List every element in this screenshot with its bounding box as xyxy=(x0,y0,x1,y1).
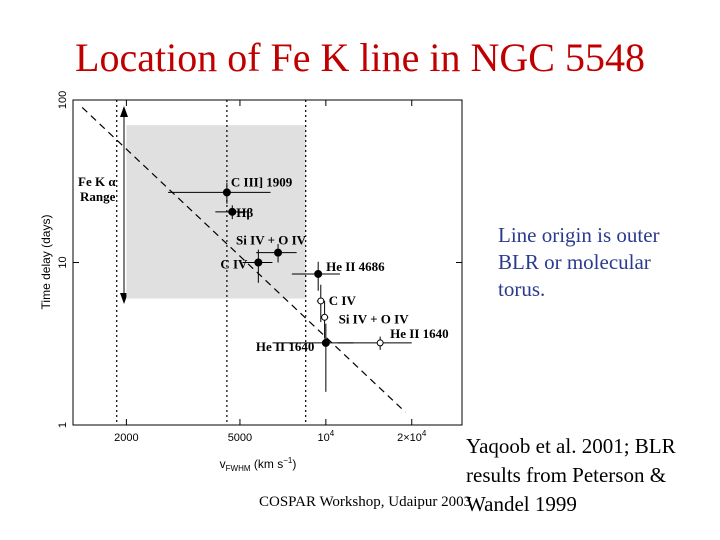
data-point xyxy=(321,338,330,347)
x-tick-label: 2×104 xyxy=(397,429,427,444)
range-arrow-top-head xyxy=(120,106,128,117)
x-tick-label: 5000 xyxy=(228,432,252,444)
data-point xyxy=(254,258,263,267)
point-label: Hβ xyxy=(236,205,253,220)
slide-title: Location of Fe K line in NGC 5548 xyxy=(75,35,645,80)
fek-annotation: Fe K α xyxy=(78,174,116,189)
x-tick-label: 2000 xyxy=(114,432,138,444)
side-note: Line origin is outer BLR or molecular to… xyxy=(498,223,660,301)
y-tick-label: 1 xyxy=(57,422,69,428)
point-label: C IV xyxy=(329,293,357,308)
footer: COSPAR Workshop, Udaipur 2003 xyxy=(259,494,472,510)
point-label: He II 1640 xyxy=(390,326,449,341)
y-axis-label: Time delay (days) xyxy=(39,215,53,310)
x-tick-label: 104 xyxy=(317,429,334,444)
x-axis-label: vFWHM (km s−1) xyxy=(220,456,297,473)
data-point xyxy=(274,248,283,257)
data-point xyxy=(376,339,384,347)
range-arrow-bottom-head xyxy=(120,293,128,304)
data-point xyxy=(321,313,329,321)
data-point xyxy=(222,188,231,197)
source-note: Yaqoob et al. 2001; BLR results from Pet… xyxy=(466,434,676,516)
point-label: Si IV + O IV xyxy=(236,233,307,248)
range-annotation: Range xyxy=(80,189,116,204)
data-point xyxy=(314,269,323,278)
point-label: C III] 1909 xyxy=(231,174,293,189)
point-label: He II 4686 xyxy=(326,259,385,274)
y-tick-label: 100 xyxy=(57,91,69,109)
data-point xyxy=(228,207,237,216)
point-label: C IV xyxy=(220,257,248,272)
point-label: Si IV + O IV xyxy=(339,311,410,326)
data-point xyxy=(317,297,325,305)
fit-line xyxy=(81,106,406,413)
y-tick-label: 10 xyxy=(57,256,69,268)
point-label: He II 1640 xyxy=(256,339,314,354)
